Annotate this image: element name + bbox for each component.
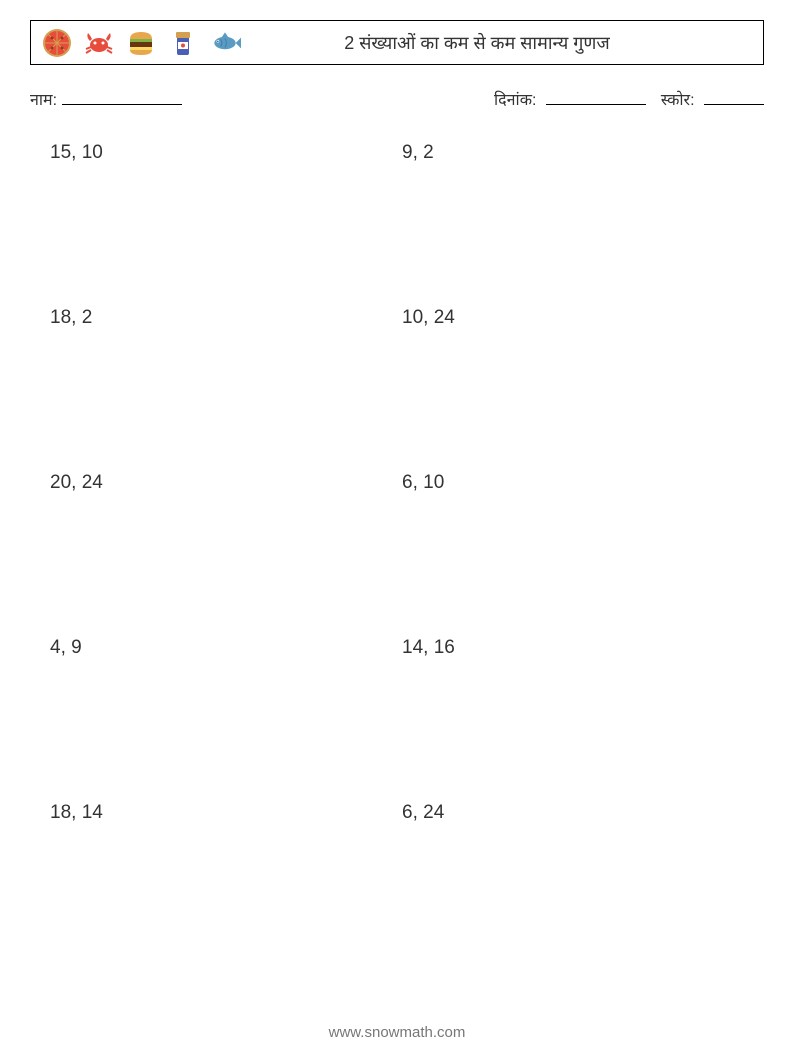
date-blank[interactable] [546, 104, 646, 105]
name-blank[interactable] [62, 104, 182, 105]
footer: www.snowmath.com [0, 1024, 794, 1041]
problem-row: 15, 10 9, 2 [50, 140, 754, 305]
date-score-fields: दिनांक: स्कोर: [494, 88, 764, 110]
problem-cell: 15, 10 [50, 140, 402, 305]
problem-cell: 14, 16 [402, 635, 754, 800]
header-box: 2 संख्याओं का कम से कम सामान्य गुणज [30, 20, 764, 65]
date-field: दिनांक: [494, 88, 646, 110]
problem-row: 20, 24 6, 10 [50, 470, 754, 635]
score-field: स्कोर: [661, 88, 764, 110]
problem-cell: 18, 14 [50, 800, 402, 965]
problem-row: 4, 9 14, 16 [50, 635, 754, 800]
footer-text: www.snowmath.com [329, 1024, 466, 1041]
problem-cell: 6, 10 [402, 470, 754, 635]
jam-jar-icon [167, 27, 199, 59]
burger-icon [125, 27, 157, 59]
worksheet-title: 2 संख्याओं का कम से कम सामान्य गुणज [241, 31, 753, 55]
problem-cell: 6, 24 [402, 800, 754, 965]
problem-cell: 10, 24 [402, 305, 754, 470]
problem-cell: 18, 2 [50, 305, 402, 470]
fish-icon [209, 27, 241, 59]
name-label: नाम: [30, 88, 57, 110]
problem-row: 18, 14 6, 24 [50, 800, 754, 965]
crab-icon [83, 27, 115, 59]
problem-cell: 4, 9 [50, 635, 402, 800]
score-blank[interactable] [704, 104, 764, 105]
problems-area: 15, 10 9, 2 18, 2 10, 24 20, 24 6, 10 4,… [50, 140, 754, 963]
problem-cell: 9, 2 [402, 140, 754, 305]
icons-container [41, 27, 241, 59]
info-row: नाम: दिनांक: स्कोर: [30, 88, 764, 110]
problem-cell: 20, 24 [50, 470, 402, 635]
score-label: स्कोर: [661, 92, 695, 109]
pizza-icon [41, 27, 73, 59]
date-label: दिनांक: [494, 92, 536, 109]
name-field: नाम: [30, 88, 182, 110]
problem-row: 18, 2 10, 24 [50, 305, 754, 470]
